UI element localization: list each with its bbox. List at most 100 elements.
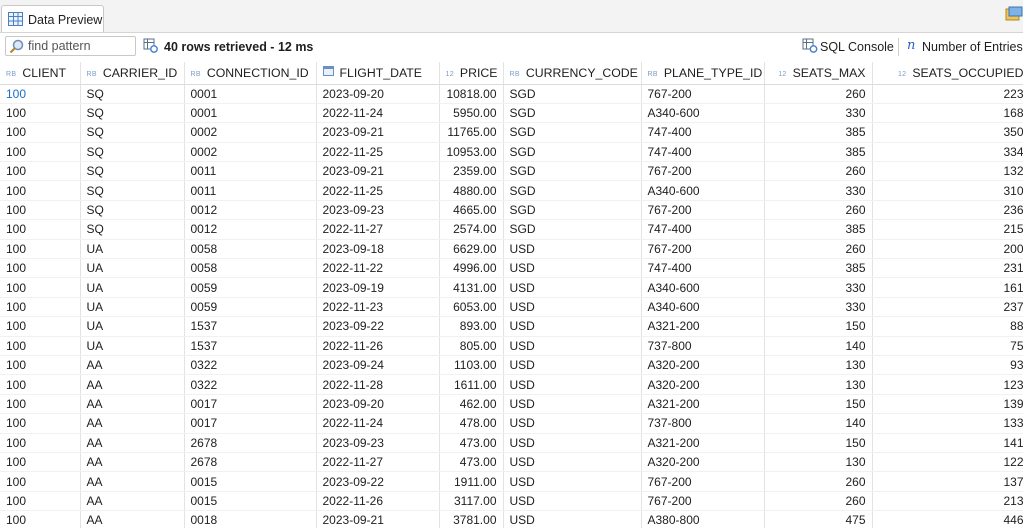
- cell-carrier-id[interactable]: UA: [80, 336, 185, 356]
- cell-flight-date[interactable]: 2022-11-22: [316, 258, 440, 279]
- cell-carrier-id[interactable]: SQ: [80, 161, 185, 182]
- cell-seats-max[interactable]: 330: [764, 277, 873, 298]
- cell-price[interactable]: 10953.00: [439, 142, 504, 163]
- cell-carrier-id[interactable]: AA: [80, 471, 185, 492]
- cell-seats-max[interactable]: 260: [764, 84, 873, 104]
- cell-connection-id[interactable]: 0059: [184, 277, 317, 298]
- column-header-client[interactable]: RB CLIENT: [0, 62, 81, 85]
- cell-plane-type-id[interactable]: 767-200: [641, 84, 765, 104]
- cell-flight-date[interactable]: 2023-09-22: [316, 316, 440, 337]
- cell-seats-max[interactable]: 260: [764, 239, 873, 260]
- cell-flight-date[interactable]: 2022-11-26: [316, 336, 440, 356]
- table-row[interactable]: 100 UA 1537 2022-11-26 805.00 USD 737-800 140 75: [0, 336, 1023, 356]
- cell-seats-occupied[interactable]: 122: [872, 452, 1023, 473]
- search-box[interactable]: [5, 36, 136, 56]
- cell-price[interactable]: 3117.00: [439, 491, 504, 512]
- cell-price[interactable]: 4665.00: [439, 200, 504, 221]
- cell-flight-date[interactable]: 2022-11-25: [316, 180, 440, 201]
- cell-currency-code[interactable]: USD: [503, 336, 642, 356]
- cell-flight-date[interactable]: 2023-09-22: [316, 471, 440, 492]
- cell-seats-occupied[interactable]: 350: [872, 122, 1023, 143]
- sql-console-button[interactable]: SQL Console: [802, 36, 896, 58]
- cell-currency-code[interactable]: SGD: [503, 122, 642, 143]
- cell-seats-occupied[interactable]: 139: [872, 394, 1023, 415]
- cell-price[interactable]: 805.00: [439, 336, 504, 356]
- cell-currency-code[interactable]: USD: [503, 413, 642, 434]
- cell-price[interactable]: 4131.00: [439, 277, 504, 298]
- cell-connection-id[interactable]: 2678: [184, 433, 317, 453]
- number-of-entries-button[interactable]: n Number of Entries: [905, 36, 1023, 58]
- cell-client[interactable]: 100: [0, 103, 81, 124]
- cell-currency-code[interactable]: USD: [503, 239, 642, 260]
- cell-currency-code[interactable]: USD: [503, 316, 642, 337]
- search-input[interactable]: [28, 38, 133, 54]
- column-header-connection-id[interactable]: RB CONNECTION_ID: [184, 62, 317, 85]
- cell-plane-type-id[interactable]: A380-800: [641, 510, 765, 528]
- cell-seats-max[interactable]: 330: [764, 297, 873, 318]
- cell-plane-type-id[interactable]: A320-200: [641, 374, 765, 395]
- cell-price[interactable]: 4996.00: [439, 258, 504, 279]
- cell-seats-max[interactable]: 385: [764, 219, 873, 240]
- cell-connection-id[interactable]: 0018: [184, 510, 317, 528]
- cell-currency-code[interactable]: USD: [503, 355, 642, 376]
- cell-carrier-id[interactable]: AA: [80, 374, 185, 395]
- cell-seats-max[interactable]: 130: [764, 452, 873, 473]
- cell-flight-date[interactable]: 2023-09-24: [316, 355, 440, 376]
- cell-seats-max[interactable]: 330: [764, 103, 873, 124]
- cell-plane-type-id[interactable]: A321-200: [641, 394, 765, 415]
- cell-currency-code[interactable]: USD: [503, 491, 642, 512]
- cell-seats-max[interactable]: 330: [764, 180, 873, 201]
- cell-seats-occupied[interactable]: 200: [872, 239, 1023, 260]
- cell-carrier-id[interactable]: AA: [80, 433, 185, 453]
- cell-seats-occupied[interactable]: 88: [872, 316, 1023, 337]
- cell-plane-type-id[interactable]: 747-400: [641, 142, 765, 163]
- column-header-seats-occupied[interactable]: 12 SEATS_OCCUPIED: [872, 62, 1023, 85]
- cell-connection-id[interactable]: 0017: [184, 394, 317, 415]
- cell-client[interactable]: 100: [0, 277, 81, 298]
- cell-flight-date[interactable]: 2023-09-21: [316, 161, 440, 182]
- cell-seats-occupied[interactable]: 93: [872, 355, 1023, 376]
- cell-client[interactable]: 100: [0, 491, 81, 512]
- cell-carrier-id[interactable]: AA: [80, 394, 185, 415]
- cell-connection-id[interactable]: 1537: [184, 336, 317, 356]
- cell-client[interactable]: 100: [0, 219, 81, 240]
- cell-currency-code[interactable]: SGD: [503, 84, 642, 104]
- cell-plane-type-id[interactable]: 737-800: [641, 413, 765, 434]
- cell-seats-occupied[interactable]: 334: [872, 142, 1023, 163]
- cell-client[interactable]: 100: [0, 180, 81, 201]
- cell-price[interactable]: 893.00: [439, 316, 504, 337]
- cell-seats-max[interactable]: 475: [764, 510, 873, 528]
- cell-plane-type-id[interactable]: A340-600: [641, 277, 765, 298]
- cell-connection-id[interactable]: 0012: [184, 200, 317, 221]
- cell-plane-type-id[interactable]: 767-200: [641, 471, 765, 492]
- cell-currency-code[interactable]: SGD: [503, 142, 642, 163]
- cell-price[interactable]: 2574.00: [439, 219, 504, 240]
- cell-seats-occupied[interactable]: 123: [872, 374, 1023, 395]
- cell-seats-max[interactable]: 150: [764, 394, 873, 415]
- cell-currency-code[interactable]: SGD: [503, 180, 642, 201]
- table-row[interactable]: 100 SQ 0012 2022-11-27 2574.00 SGD 747-400 385 2…: [0, 219, 1023, 240]
- cell-client[interactable]: 100: [0, 433, 81, 453]
- cell-flight-date[interactable]: 2023-09-18: [316, 239, 440, 260]
- cell-price[interactable]: 10818.00: [439, 84, 504, 104]
- cell-seats-max[interactable]: 130: [764, 355, 873, 376]
- cell-price[interactable]: 3781.00: [439, 510, 504, 528]
- cell-price[interactable]: 6629.00: [439, 239, 504, 260]
- cell-flight-date[interactable]: 2023-09-21: [316, 122, 440, 143]
- cell-flight-date[interactable]: 2023-09-23: [316, 200, 440, 221]
- cell-carrier-id[interactable]: AA: [80, 452, 185, 473]
- table-row[interactable]: 100 SQ 0011 2022-11-25 4880.00 SGD A340-600 330…: [0, 180, 1023, 201]
- cell-price[interactable]: 473.00: [439, 433, 504, 453]
- cell-plane-type-id[interactable]: 767-200: [641, 239, 765, 260]
- table-row[interactable]: 100 AA 0017 2023-09-20 462.00 USD A321-200 150 1…: [0, 394, 1023, 415]
- tab-data-preview[interactable]: Data Preview: [1, 5, 104, 32]
- cell-connection-id[interactable]: 0002: [184, 142, 317, 163]
- cell-connection-id[interactable]: 1537: [184, 316, 317, 337]
- cell-seats-occupied[interactable]: 223: [872, 84, 1023, 104]
- cell-seats-max[interactable]: 385: [764, 122, 873, 143]
- cell-flight-date[interactable]: 2022-11-24: [316, 413, 440, 434]
- cell-carrier-id[interactable]: UA: [80, 297, 185, 318]
- cell-seats-occupied[interactable]: 231: [872, 258, 1023, 279]
- cell-flight-date[interactable]: 2023-09-20: [316, 84, 440, 104]
- cell-price[interactable]: 4880.00: [439, 180, 504, 201]
